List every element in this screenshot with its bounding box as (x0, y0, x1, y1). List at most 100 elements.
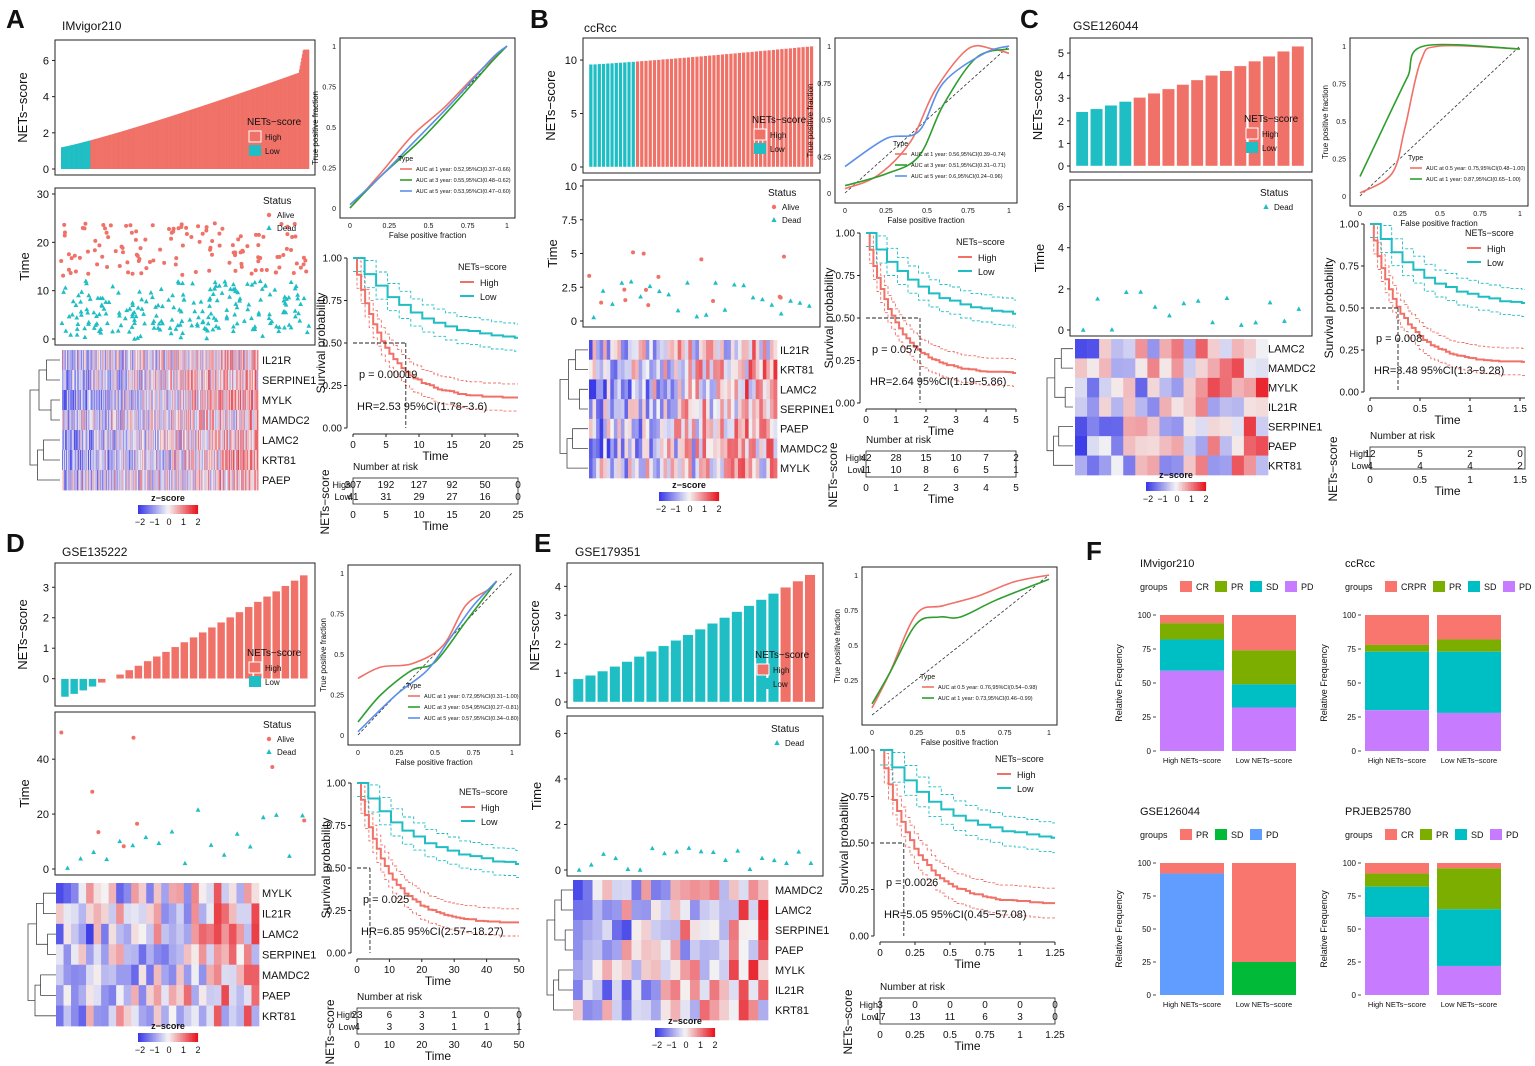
heatmap-cell (680, 960, 691, 981)
heatmap-cell (205, 390, 206, 411)
heatmap-cell (105, 390, 107, 411)
heatmap-cell (91, 350, 93, 371)
heatmap-cell (164, 450, 166, 471)
heatmap-cell (192, 410, 194, 431)
heatmap-cell (136, 430, 138, 451)
heatmap-cell (83, 350, 85, 371)
heatmap-cell (596, 340, 600, 361)
roc-y-tick: 0 (827, 191, 831, 198)
heatmap-cell (157, 410, 159, 431)
heatmap-cell (171, 430, 173, 451)
heatmap-cell (727, 418, 732, 439)
heatmap-cell (90, 470, 92, 491)
colorbar-step (683, 1028, 686, 1037)
heatmap-cell (71, 410, 73, 431)
heatmap-cell (248, 370, 250, 391)
status-point-dead (1123, 289, 1129, 295)
heatmap-cell (1123, 339, 1136, 359)
score-bar-high (97, 678, 106, 683)
colorbar-step (192, 1033, 194, 1042)
heatmap-cell (76, 450, 77, 471)
heatmap-cell (612, 900, 623, 921)
heatmap-cell (256, 390, 258, 411)
heatmap-cell (755, 399, 760, 420)
heatmap-cell (617, 399, 622, 420)
risk-time-tick: 0 (863, 483, 869, 494)
heatmap-cell (105, 390, 107, 411)
colorbar-step (668, 492, 670, 501)
heatmap-cell (248, 430, 250, 451)
heatmap-cell (251, 450, 253, 471)
heatmap-cell (117, 430, 119, 451)
heatmap-cell (1087, 397, 1100, 418)
heatmap-cell (207, 350, 209, 371)
heatmap-cell (250, 470, 252, 491)
heatmap-cell (94, 470, 96, 491)
heatmap-cell (89, 430, 90, 451)
heatmap-cell (176, 470, 178, 491)
heatmap-cell (228, 410, 230, 431)
heatmap-cell (69, 370, 71, 391)
heatmap-cell (663, 340, 668, 361)
heatmap-cell (659, 340, 664, 361)
heatmap-cell (111, 470, 112, 491)
heatmap-cell (73, 350, 75, 371)
status-point-dead (200, 318, 206, 324)
roc-frame (1349, 37, 1529, 207)
score-bar-high (180, 641, 189, 679)
gene-label: MYLK (1268, 383, 1299, 395)
score-bar-high (100, 137, 102, 169)
heatmap-cell (123, 450, 125, 471)
status-point-dead (306, 323, 312, 328)
heatmap-cell (95, 410, 97, 431)
heatmap-cell (157, 430, 159, 451)
heatmap-cell (220, 350, 222, 371)
heatmap-cell (230, 450, 232, 471)
heatmap-cell (189, 410, 191, 431)
heatmap-cell (1147, 377, 1160, 398)
heatmap-cell (255, 370, 257, 391)
colorbar-step (711, 492, 714, 501)
heatmap-cell (134, 470, 136, 491)
heatmap-cell (596, 418, 600, 439)
roc-y-tick: 0.25 (322, 166, 336, 173)
heatmap-cell (116, 450, 117, 471)
heatmap-cell (110, 430, 112, 451)
risk-high-value: 127 (411, 480, 428, 491)
heatmap-cell (225, 430, 227, 451)
heatmap-cell (75, 370, 77, 391)
y-tick-label: 2 (43, 128, 49, 140)
risk-high-value: 0 (484, 1010, 490, 1021)
status-point-dead (219, 290, 225, 295)
heatmap-cell (229, 470, 231, 491)
heatmap-cell (134, 410, 136, 431)
risk-time-tick: 2 (923, 483, 929, 494)
heatmap-cell (132, 390, 134, 411)
heatmap-cell (624, 438, 629, 459)
heatmap-cell (759, 458, 764, 479)
heatmap-cell (134, 410, 136, 431)
heatmap-cell (621, 960, 632, 981)
status-point-dead (155, 325, 161, 330)
score-bar-high (253, 88, 255, 169)
status-point-alive (169, 230, 174, 235)
heatmap-cell (154, 370, 156, 391)
heatmap-cell (251, 964, 260, 986)
heatmap-cell (257, 370, 259, 391)
heatmap-cell (620, 359, 625, 380)
score-bar-high (132, 128, 134, 169)
heatmap-cell (116, 390, 118, 411)
heatmap-cell (176, 903, 185, 925)
km-ci-lower (866, 246, 1016, 328)
heatmap-cell (202, 370, 204, 391)
heatmap-cell (189, 370, 191, 391)
km-x-tick: 3 (953, 415, 959, 426)
heatmap-cell (219, 410, 221, 431)
heatmap-cell (177, 470, 179, 491)
roc-x-tick: 1 (1007, 208, 1011, 215)
heatmap-cell (143, 350, 145, 371)
heatmap-cell (684, 438, 689, 459)
heatmap-cell (94, 370, 96, 391)
heatmap-cell (667, 399, 671, 420)
heatmap-cell (1135, 339, 1148, 359)
